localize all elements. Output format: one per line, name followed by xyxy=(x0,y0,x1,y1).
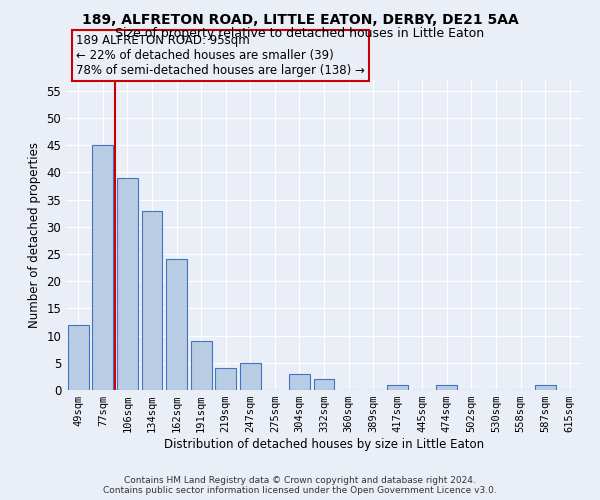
Bar xyxy=(92,146,113,390)
Text: 189 ALFRETON ROAD: 95sqm
← 22% of detached houses are smaller (39)
78% of semi-d: 189 ALFRETON ROAD: 95sqm ← 22% of detach… xyxy=(76,34,365,77)
Bar xyxy=(68,324,89,390)
Bar xyxy=(117,178,138,390)
Bar xyxy=(240,363,261,390)
Bar xyxy=(142,210,163,390)
Y-axis label: Number of detached properties: Number of detached properties xyxy=(28,142,41,328)
Bar xyxy=(191,341,212,390)
Text: Contains HM Land Registry data © Crown copyright and database right 2024.
Contai: Contains HM Land Registry data © Crown c… xyxy=(103,476,497,495)
X-axis label: Distribution of detached houses by size in Little Eaton: Distribution of detached houses by size … xyxy=(164,438,484,451)
Bar xyxy=(166,260,187,390)
Bar xyxy=(436,384,457,390)
Bar xyxy=(215,368,236,390)
Bar xyxy=(314,379,334,390)
Bar xyxy=(535,384,556,390)
Bar xyxy=(289,374,310,390)
Text: Size of property relative to detached houses in Little Eaton: Size of property relative to detached ho… xyxy=(115,28,485,40)
Bar xyxy=(387,384,408,390)
Text: 189, ALFRETON ROAD, LITTLE EATON, DERBY, DE21 5AA: 189, ALFRETON ROAD, LITTLE EATON, DERBY,… xyxy=(82,12,518,26)
